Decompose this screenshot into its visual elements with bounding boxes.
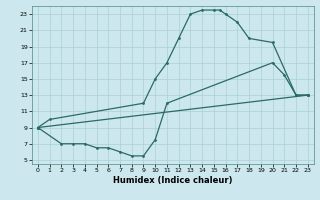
X-axis label: Humidex (Indice chaleur): Humidex (Indice chaleur) [113,176,233,185]
